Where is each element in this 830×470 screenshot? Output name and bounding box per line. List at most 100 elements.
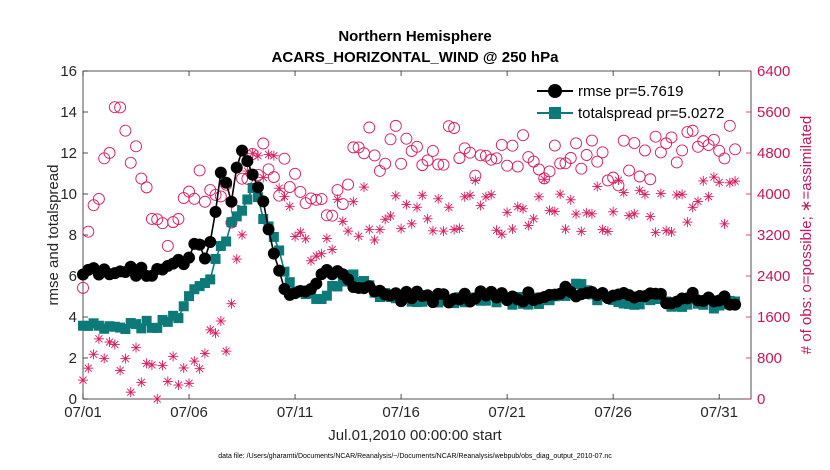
y-tick-label-right: 6400: [757, 63, 790, 80]
rmse-point: [204, 235, 217, 248]
rmse-point: [262, 223, 275, 236]
assimilated-obs-marker: [630, 209, 639, 218]
assimilated-obs-marker: [604, 227, 612, 236]
assimilated-obs-marker: [190, 357, 199, 365]
assimilated-obs-marker: [264, 150, 273, 159]
assimilated-obs-marker: [657, 189, 665, 198]
assimilated-obs-marker: [79, 376, 87, 384]
assimilated-obs-marker: [148, 361, 156, 369]
rmse-point: [183, 251, 196, 264]
possible-obs-marker: [347, 141, 360, 154]
possible-obs-marker: [326, 209, 339, 222]
possible-obs-marker: [363, 121, 376, 134]
assimilated-obs-marker: [651, 228, 660, 237]
assimilated-obs-marker: [259, 173, 268, 182]
totalspread-point: [152, 322, 163, 333]
possible-obs-marker: [77, 281, 89, 294]
legend-rmse-label: rmse pr=5.7619: [578, 83, 683, 100]
rmse-point: [395, 295, 408, 308]
y-tick-label-right: 4000: [757, 186, 790, 203]
assimilated-obs-marker: [529, 214, 538, 223]
possible-obs-marker: [437, 158, 450, 171]
totalspread-point: [507, 299, 518, 310]
totalspread-point: [104, 321, 115, 332]
assimilated-obs-marker: [344, 227, 352, 235]
assimilated-obs-marker: [683, 218, 692, 226]
assimilated-obs-marker: [164, 377, 172, 386]
assimilated-obs-marker: [646, 212, 655, 221]
assimilated-obs-marker: [153, 395, 162, 403]
assimilated-obs-marker: [598, 225, 607, 234]
assimilated-obs-marker: [450, 225, 458, 234]
possible-obs-marker: [432, 158, 445, 171]
rmse-point: [198, 252, 211, 265]
possible-obs-marker: [119, 124, 132, 137]
assimilated-obs-marker: [498, 230, 506, 239]
assimilated-obs-marker: [434, 194, 443, 203]
rmse-point: [267, 247, 280, 260]
possible-obs-marker: [379, 157, 392, 170]
assimilated-obs-marker: [588, 209, 596, 218]
possible-obs-marker: [601, 174, 614, 187]
series-lines: [77, 144, 742, 335]
possible-obs-marker: [644, 173, 657, 186]
totalspread-point: [93, 320, 104, 331]
assimilated-obs-marker: [609, 207, 617, 216]
totalspread-point: [708, 303, 719, 314]
assimilated-obs-marker: [397, 224, 405, 233]
assimilated-obs-marker: [731, 177, 739, 185]
assimilated-obs-marker: [572, 210, 580, 218]
assimilated-obs-marker: [211, 329, 220, 337]
totalspread-point: [677, 301, 688, 312]
possible-obs-marker: [395, 157, 408, 170]
assimilated-obs-marker: [672, 191, 681, 199]
possible-obs-marker: [485, 153, 498, 166]
totalspread-point: [268, 231, 279, 242]
totalspread-point: [571, 278, 582, 289]
possible-obs-marker: [411, 140, 423, 153]
totalspread-point: [576, 279, 587, 290]
possible-obs-marker: [564, 152, 577, 164]
possible-obs-marker: [591, 155, 604, 168]
assimilated-obs-marker: [466, 191, 474, 200]
totalspread-point: [358, 276, 369, 287]
possible-obs-marker: [686, 124, 699, 137]
assimilated-obs-marker: [301, 234, 310, 243]
totalspread-point: [321, 290, 332, 301]
rmse-point: [124, 260, 137, 273]
x-tick-label: 07/11: [277, 404, 313, 421]
assimilated-obs-marker: [577, 227, 586, 236]
possible-obs-marker: [389, 119, 402, 132]
assimilated-obs-marker: [503, 208, 511, 217]
y-tick-label-right: 5600: [757, 104, 790, 121]
assimilated-obs-marker: [323, 234, 331, 243]
totalspread-point: [173, 313, 184, 324]
totalspread-point: [348, 269, 359, 280]
assimilated-obs-marker: [407, 219, 416, 228]
assimilated-obs-marker: [285, 202, 294, 211]
possible-obs-marker: [198, 195, 211, 208]
possible-obs-marker: [665, 131, 678, 144]
possible-obs-marker: [283, 181, 296, 194]
totalspread-point: [109, 321, 120, 332]
possible-obs-marker: [681, 126, 694, 138]
totalspread-point: [237, 205, 248, 216]
assimilated-obs-marker: [174, 381, 183, 389]
assimilated-obs-marker: [678, 190, 686, 199]
assimilated-obs-marker: [132, 343, 140, 352]
rmse-point: [225, 195, 238, 208]
totalspread-point: [146, 322, 157, 333]
assimilated-obs-marker: [354, 232, 363, 241]
assimilated-obs-marker: [317, 249, 326, 258]
totalspread-point: [634, 299, 645, 310]
possible-obs-marker: [442, 120, 455, 133]
assimilated-obs-marker: [137, 378, 146, 387]
assimilated-obs-marker: [694, 197, 702, 206]
totalspread-point: [162, 316, 173, 327]
assimilated-obs-marker: [551, 207, 559, 216]
totalspread-point: [645, 295, 656, 306]
assimilated-obs-marker: [439, 227, 448, 235]
assimilated-obs-marker: [641, 190, 649, 199]
possible-obs-marker: [384, 133, 397, 146]
